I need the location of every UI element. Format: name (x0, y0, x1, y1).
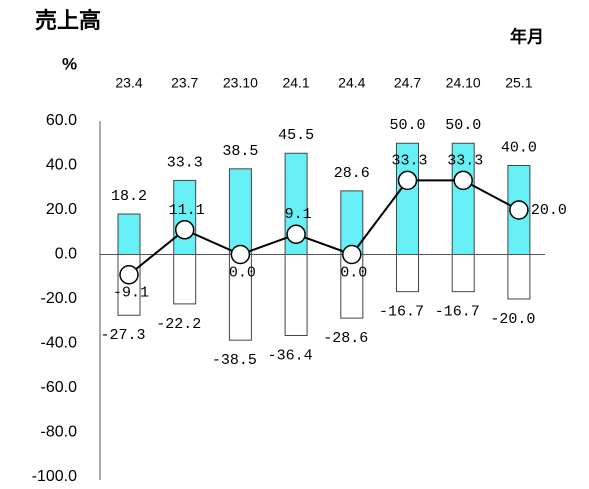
bar (451, 254, 475, 293)
x-tick-label: 24.7 (394, 75, 421, 91)
line-marker (174, 220, 195, 240)
data-label: 0.0 (229, 264, 256, 281)
data-label: 33.3 (167, 154, 203, 171)
x-tick-label: 24.1 (282, 75, 309, 91)
data-label: 33.3 (447, 152, 483, 169)
x-tick-label: 23.10 (223, 75, 258, 91)
y-tick-label: 40.0 (46, 157, 77, 174)
bar (284, 254, 308, 336)
y-tick-label: -100.0 (32, 468, 77, 485)
y-tick-label: -80.0 (41, 424, 78, 441)
x-tick-label: 23.4 (115, 75, 142, 91)
data-label: 50.0 (445, 117, 481, 134)
data-label: 45.5 (278, 127, 314, 144)
data-label: 20.0 (531, 202, 567, 219)
data-label: 18.2 (111, 188, 147, 205)
bar (228, 168, 252, 255)
y-tick-label: -20.0 (41, 290, 78, 307)
line-marker (119, 264, 139, 285)
line-marker (342, 244, 362, 265)
data-label: 50.0 (389, 117, 425, 134)
y-axis-label: % (62, 54, 77, 73)
y-tick-label: 20.0 (46, 201, 77, 218)
bar (173, 254, 197, 305)
data-label: -16.7 (435, 304, 480, 321)
data-label: 11.1 (169, 202, 205, 219)
data-label: -16.7 (379, 304, 424, 321)
data-label: -20.0 (490, 311, 535, 328)
data-label: 38.5 (222, 143, 258, 160)
y-tick-label: -40.0 (41, 335, 78, 352)
x-tick-label: 23.7 (171, 75, 198, 91)
line-marker (286, 224, 306, 245)
data-label: -36.4 (268, 347, 313, 364)
line-marker (509, 200, 529, 220)
x-tick-label: 25.1 (505, 75, 532, 91)
bar (507, 254, 531, 300)
x-tick-label: 24.4 (338, 75, 365, 91)
data-label: 9.1 (285, 206, 312, 223)
chart-title: 売上高 (35, 8, 101, 33)
data-label: 40.0 (501, 139, 537, 156)
data-label: -9.1 (113, 285, 149, 302)
data-label: -28.6 (323, 330, 368, 347)
data-label: 0.0 (340, 264, 367, 281)
bar (396, 254, 419, 293)
data-label: -27.3 (100, 327, 145, 344)
data-label: 33.3 (391, 152, 427, 169)
line-marker (453, 170, 473, 191)
line-marker (397, 170, 418, 191)
x-tick-label: 24.10 (446, 75, 481, 91)
data-label: -22.2 (156, 316, 201, 333)
bar (117, 213, 141, 256)
y-tick-label: -60.0 (41, 379, 78, 396)
data-label: -38.5 (212, 352, 257, 369)
x-axis-label: 年月 (510, 26, 544, 46)
y-tick-label: 0.0 (55, 246, 77, 263)
line-marker (230, 244, 251, 265)
data-label: 28.6 (334, 165, 370, 182)
y-tick-label: 60.0 (46, 112, 77, 129)
